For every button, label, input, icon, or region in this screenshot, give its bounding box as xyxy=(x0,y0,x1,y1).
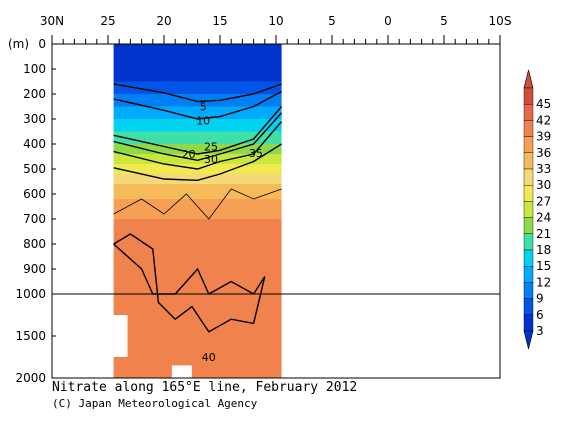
y-tick-label: 700 xyxy=(23,212,46,226)
field-band xyxy=(113,131,282,144)
colorbar-swatch xyxy=(523,87,534,105)
x-tick-label: 10 xyxy=(268,14,283,28)
y-axis-unit-label: (m) xyxy=(8,37,29,51)
y-tick-label: 200 xyxy=(23,87,46,101)
copyright-credit: (C) Japan Meteorological Agency xyxy=(52,397,258,410)
colorbar-swatch xyxy=(523,314,534,332)
colorbar-swatch xyxy=(523,136,534,154)
y-tick-label: 900 xyxy=(23,262,46,276)
field-band xyxy=(113,219,282,378)
x-tick-label: 25 xyxy=(100,14,115,28)
contour-line-25 xyxy=(113,112,283,162)
y-tick-label: 600 xyxy=(23,187,46,201)
contour-label: 35 xyxy=(249,147,263,160)
colorbar-swatch xyxy=(523,217,534,235)
colorbar-swatch xyxy=(523,201,534,218)
y-tick-label: 1500 xyxy=(15,329,46,343)
x-axis-ticks: 30N 25 20 15 10 5 0 5 10S xyxy=(40,14,512,44)
colorbar-swatch xyxy=(523,103,534,121)
colorbar-tick-label: 9 xyxy=(536,292,544,306)
x-tick-label: 0 xyxy=(384,14,392,28)
y-tick-label: 800 xyxy=(23,237,46,251)
contour-line-10 xyxy=(113,90,282,120)
contour-labels: 510 25 20 30 35 40 xyxy=(182,101,263,365)
contour-line-30 xyxy=(113,121,283,170)
y-tick-label: 100 xyxy=(23,62,46,76)
contour-line-39 xyxy=(113,188,282,220)
contour-label: 30 xyxy=(204,153,218,166)
colorbar-tick-label: 24 xyxy=(536,211,551,225)
x-tick-label: 20 xyxy=(156,14,171,28)
y-tick-label: 400 xyxy=(23,137,46,151)
colorbar-tick-label: 39 xyxy=(536,130,551,144)
field-band xyxy=(113,119,282,132)
colorbar-tick-label: 3 xyxy=(536,324,544,338)
colorbar-swatch xyxy=(523,298,534,316)
field-band xyxy=(113,184,282,199)
field-band xyxy=(113,106,282,119)
y-tick-label: 0 xyxy=(38,37,46,51)
colorbar-tick-label: 12 xyxy=(536,275,551,289)
colorbar-tick-label: 27 xyxy=(536,194,551,208)
field-band xyxy=(113,174,282,184)
colorbar-tick-label: 21 xyxy=(536,227,551,241)
colorbar-tick-label: 30 xyxy=(536,178,551,192)
colorbar-top-arrow xyxy=(523,69,534,89)
y-axis-ticks: 0 100 200 300 400 500 600 700 800 900 1000 1500 2000 xyxy=(15,37,56,385)
x-tick-label: 5 xyxy=(328,14,336,28)
colorbar-swatch xyxy=(523,184,534,202)
field-band xyxy=(113,144,282,154)
contour-label: 20 xyxy=(182,148,196,161)
contour-label: 10 xyxy=(196,114,210,127)
colorbar-tick-label: 42 xyxy=(536,113,551,127)
colorbar-tick-label: 18 xyxy=(536,243,551,257)
colorbar-tick-label: 33 xyxy=(536,162,551,176)
colorbar-tick-label: 15 xyxy=(536,259,551,273)
field-band xyxy=(113,199,282,219)
colorbar-swatch xyxy=(523,249,534,267)
field-band xyxy=(113,154,282,164)
y-tick-label: 1000 xyxy=(15,287,46,301)
contour-line-35 xyxy=(113,143,282,182)
x-tick-label: 30N xyxy=(40,14,64,28)
colorbar-swatch xyxy=(523,168,534,186)
colorbar-swatch xyxy=(523,282,534,299)
y-tick-label: 2000 xyxy=(15,371,46,385)
colorbar-swatch xyxy=(523,120,534,137)
colorbar-swatch xyxy=(523,266,534,283)
contour-label: 5 xyxy=(200,101,207,114)
colorbar-tick-label: 45 xyxy=(536,97,551,111)
x-tick-label: 15 xyxy=(212,14,227,28)
contour-label: 40 xyxy=(202,351,216,364)
colorbar-swatch xyxy=(523,152,534,170)
y-tick-label: 500 xyxy=(23,162,46,176)
colorbar: 45 42 39 36 33 30 27 24 21 18 15 12 9 6 3 xyxy=(523,69,551,350)
x-tick-label: 10S xyxy=(489,14,512,28)
colorbar-swatch xyxy=(523,233,534,251)
colorbar-tick-label: 6 xyxy=(536,308,544,322)
colorbar-tick-label: 36 xyxy=(536,146,551,160)
missing-data-patch xyxy=(171,365,192,378)
colorbar-bottom-arrow xyxy=(523,330,534,350)
contour-line-5 xyxy=(113,83,282,103)
contour-line-20 xyxy=(113,106,283,155)
contour-label: 25 xyxy=(204,141,218,154)
field-band xyxy=(113,44,282,82)
missing-data-patch xyxy=(113,315,128,357)
chart-title: Nitrate along 165°E line, February 2012 xyxy=(52,380,357,395)
nitrate-field xyxy=(113,44,282,378)
y-tick-label: 300 xyxy=(23,112,46,126)
x-tick-label: 5 xyxy=(440,14,448,28)
